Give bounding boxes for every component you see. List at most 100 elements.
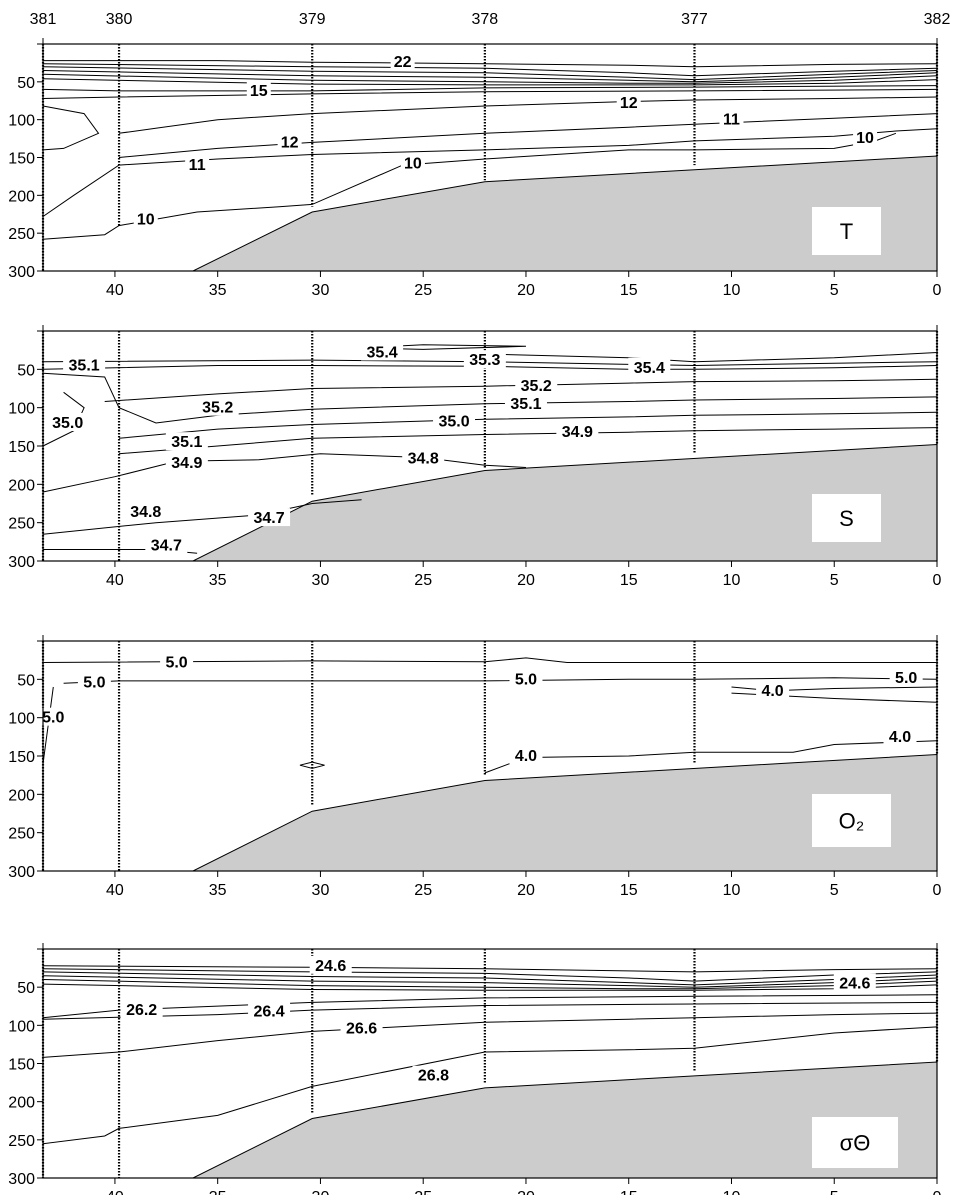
y-tick-label-S-200: 200 [8, 477, 35, 494]
x-tick-label-O2-15: 15 [620, 882, 638, 899]
panel-S: 35.135.4 35.3 35.435.235.135.235.0 35.034.9… [8, 325, 942, 589]
contour-label-bg-T-7 [853, 127, 878, 146]
y-tick-label-O2-50: 50 [17, 672, 35, 689]
contour-label-bg-sigma-5 [412, 1065, 455, 1084]
y-tick-label-T-100: 100 [8, 113, 35, 130]
station-label-380: 380 [106, 11, 133, 28]
y-tick-label-O2-150: 150 [8, 749, 35, 766]
x-tick-label-sigma-25: 25 [414, 1189, 432, 1195]
y-tick-label-S-100: 100 [8, 401, 35, 418]
contour-label-S-10: 35.1 [171, 434, 202, 451]
contour-label-bg-S-0 [63, 355, 106, 374]
x-tick-label-sigma-0: 0 [933, 1189, 942, 1195]
contour-line-O2-5.0-1 [63, 677, 938, 684]
contour-label-bg-T-1 [246, 80, 271, 99]
contour-line-O2-unlabeled-6 [299, 761, 325, 769]
contour-line-S-35.4-1 [484, 352, 938, 363]
contour-label-T-4: 11 [723, 112, 740, 129]
contour-label-bg-S-1 [361, 342, 404, 361]
x-tick-label-T-35: 35 [209, 282, 227, 299]
y-tick-label-S-250: 250 [8, 516, 35, 533]
x-tick-label-S-5: 5 [830, 572, 839, 589]
station-label-379: 379 [299, 11, 326, 28]
contour-label-bg-S-12 [402, 448, 445, 467]
x-tick-label-sigma-5: 5 [830, 1189, 839, 1195]
contour-label-S-13: 34.8 [130, 504, 161, 521]
x-tick-label-S-0: 0 [933, 572, 942, 589]
station-label-377: 377 [681, 11, 708, 28]
y-tick-label-sigma-150: 150 [8, 1057, 35, 1074]
contour-label-O2-0: 5.0 [165, 654, 187, 671]
contour-label-bg-O2-6 [883, 726, 917, 745]
seafloor-T [43, 155, 938, 272]
contour-label-bg-S-11 [165, 452, 208, 471]
contour-label-bg-O2-5 [756, 680, 790, 699]
y-tick-label-S-50: 50 [17, 362, 35, 379]
contour-line-sigma-26.4-7 [42, 1001, 938, 1020]
contour-label-sigma-1: 24.6 [839, 975, 870, 992]
y-tick-label-sigma-100: 100 [8, 1018, 35, 1035]
y-tick-label-O2-250: 250 [8, 826, 35, 843]
x-tick-label-S-30: 30 [312, 572, 330, 589]
x-tick-label-S-15: 15 [620, 572, 638, 589]
x-tick-label-O2-35: 35 [209, 882, 227, 899]
x-tick-label-sigma-10: 10 [723, 1189, 741, 1195]
y-tick-label-T-300: 300 [8, 264, 35, 281]
contour-label-S-5: 35.1 [510, 396, 541, 413]
x-tick-label-sigma-30: 30 [312, 1189, 330, 1195]
y-tick-label-sigma-250: 250 [8, 1133, 35, 1150]
panel-letter-box-T [812, 207, 881, 255]
contour-label-bg-T-5 [185, 155, 210, 174]
contour-label-S-0: 35.1 [69, 358, 100, 375]
y-tick-label-S-150: 150 [8, 439, 35, 456]
contour-line-S-35.0-7 [118, 411, 938, 439]
x-tick-label-sigma-35: 35 [209, 1189, 227, 1195]
contour-label-O2-6: 4.0 [889, 729, 911, 746]
contour-label-bg-S-7 [46, 413, 89, 431]
contour-label-T-0: 22 [394, 54, 412, 71]
x-tick-label-S-40: 40 [106, 572, 124, 589]
x-tick-label-T-30: 30 [312, 282, 330, 299]
y-tick-label-sigma-300: 300 [8, 1171, 35, 1188]
contour-label-bg-S-13 [124, 501, 167, 520]
station-label-381: 381 [30, 11, 57, 28]
y-tick-label-T-200: 200 [8, 188, 35, 205]
contour-label-T-2: 12 [620, 95, 638, 112]
contour-label-bg-O2-0 [160, 652, 194, 671]
contour-label-S-12: 34.8 [408, 450, 439, 467]
contour-label-T-1: 15 [250, 83, 268, 100]
contour-label-bg-T-8 [133, 209, 158, 228]
x-tick-label-T-0: 0 [933, 282, 942, 299]
contour-label-sigma-3: 26.4 [253, 1004, 284, 1021]
x-tick-label-S-20: 20 [517, 572, 535, 589]
panel-letter-O2: O₂ [839, 809, 865, 834]
contour-label-bg-sigma-4 [340, 1018, 383, 1037]
x-tick-label-T-25: 25 [414, 282, 432, 299]
contour-label-bg-S-3 [628, 357, 671, 376]
contour-label-S-2: 35.3 [469, 352, 500, 369]
y-tick-label-T-250: 250 [8, 226, 35, 243]
contour-label-bg-O2-3 [509, 669, 543, 688]
contour-line-sigma-26.2-6 [42, 994, 938, 1019]
panel-O2: 5.05.05.05.0 5.04.04.04.05010015020025030… [8, 635, 942, 899]
contour-label-T-7: 10 [856, 130, 874, 147]
contour-line-S-34.9-8 [118, 427, 938, 455]
contour-line-T-12-10 [118, 113, 938, 158]
contour-label-S-3: 35.4 [634, 360, 665, 377]
contour-label-sigma-2: 26.2 [126, 1002, 157, 1019]
contour-label-sigma-4: 26.6 [346, 1020, 377, 1037]
contour-label-bg-O2-7 [509, 746, 543, 764]
y-tick-label-T-150: 150 [8, 151, 35, 168]
contour-label-bg-S-10 [165, 432, 208, 451]
panel-letter-box-S [812, 494, 881, 542]
contour-label-S-6: 35.2 [202, 400, 233, 417]
seafloor-sigma [43, 1061, 938, 1179]
contour-label-S-4: 35.2 [521, 378, 552, 395]
x-tick-label-sigma-20: 20 [517, 1189, 535, 1195]
y-tick-label-sigma-50: 50 [17, 980, 35, 997]
contour-label-bg-T-2 [616, 93, 641, 112]
contour-line-sigma-unlabeled-1 [42, 968, 938, 982]
panel-letter-sigma: σΘ [840, 1131, 871, 1156]
x-tick-label-O2-10: 10 [723, 882, 741, 899]
